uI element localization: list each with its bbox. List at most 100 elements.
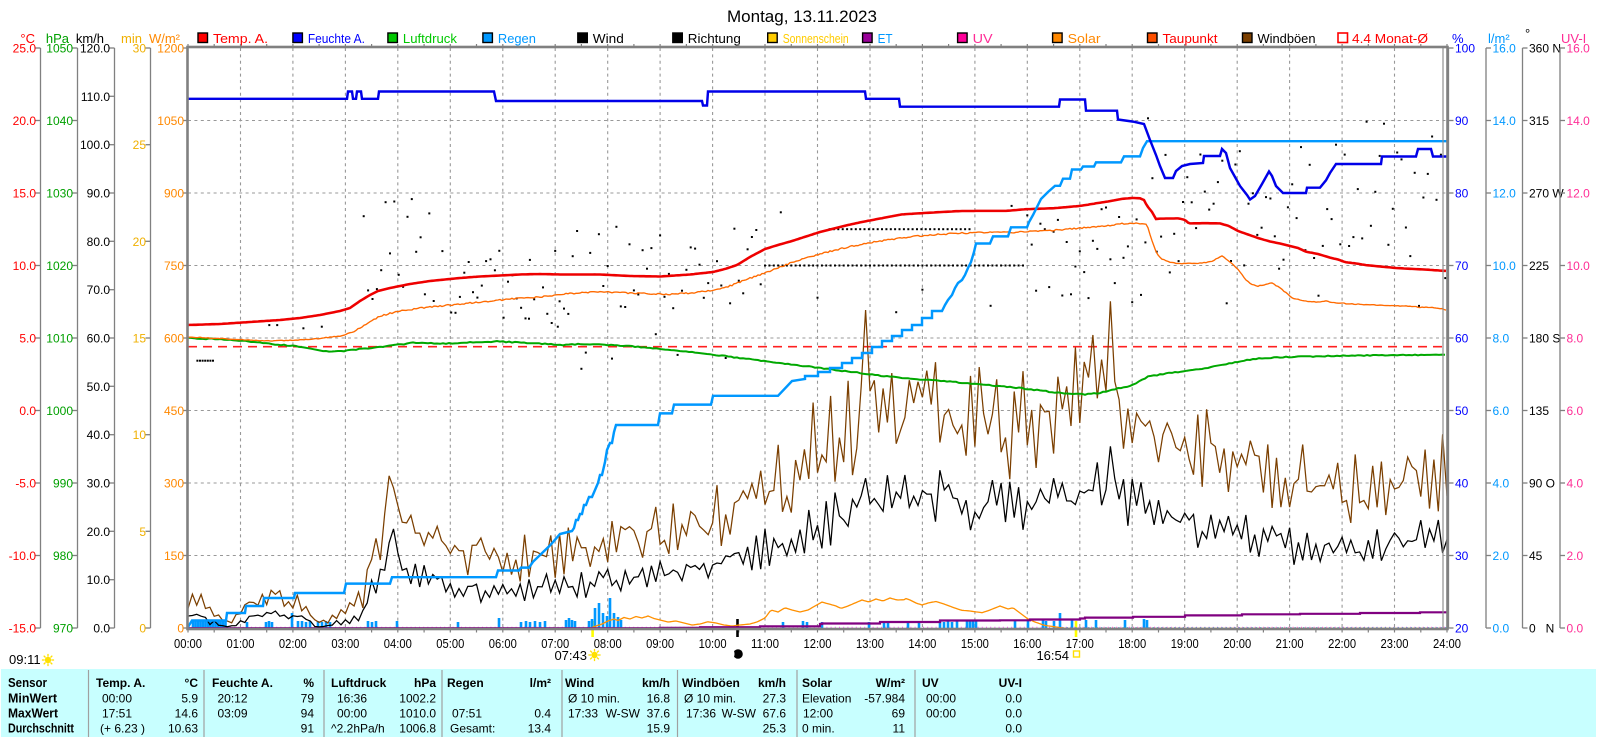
svg-text:70: 70 xyxy=(1455,259,1469,273)
svg-text:0 min.: 0 min. xyxy=(802,722,835,736)
svg-text:16.8: 16.8 xyxy=(647,692,671,706)
svg-text:0.0: 0.0 xyxy=(1493,622,1510,636)
svg-text:450: 450 xyxy=(164,404,184,418)
svg-text:Montag, 13.11.2023: Montag, 13.11.2023 xyxy=(727,7,877,26)
svg-text:Taupunkt: Taupunkt xyxy=(1163,32,1219,46)
svg-text:06:00: 06:00 xyxy=(489,636,517,651)
svg-text:1040: 1040 xyxy=(46,114,73,128)
svg-text:07:00: 07:00 xyxy=(541,636,569,651)
svg-text:Wind: Wind xyxy=(593,32,624,46)
svg-text:16:54: 16:54 xyxy=(1036,648,1069,663)
svg-text:W-SW: W-SW xyxy=(722,707,757,721)
svg-text:W/m²: W/m² xyxy=(876,676,905,690)
svg-text:Sonnenschein: Sonnenschein xyxy=(783,32,849,46)
svg-text:5.0: 5.0 xyxy=(19,332,36,346)
svg-text:8.0: 8.0 xyxy=(1567,332,1584,346)
svg-text:80: 80 xyxy=(1455,187,1469,201)
svg-text:40.0: 40.0 xyxy=(87,428,111,442)
svg-text:0.0: 0.0 xyxy=(93,622,110,636)
svg-text:67.6: 67.6 xyxy=(763,707,787,721)
svg-text:00:00: 00:00 xyxy=(926,707,956,721)
svg-text:4.0: 4.0 xyxy=(1567,477,1584,491)
svg-text:18:00: 18:00 xyxy=(1118,636,1146,651)
svg-text:150: 150 xyxy=(164,549,184,563)
svg-text:25: 25 xyxy=(133,138,147,152)
svg-text:1050: 1050 xyxy=(46,42,73,56)
svg-text:1200: 1200 xyxy=(157,42,184,56)
svg-text:0: 0 xyxy=(139,622,146,636)
svg-text:1000: 1000 xyxy=(46,404,73,418)
svg-text:0.0: 0.0 xyxy=(1005,722,1022,736)
svg-text:°C: °C xyxy=(20,31,35,46)
svg-text:15: 15 xyxy=(133,332,147,346)
svg-text:10.63: 10.63 xyxy=(168,722,198,736)
svg-text:120.0: 120.0 xyxy=(80,42,110,56)
svg-text:11:00: 11:00 xyxy=(751,636,779,651)
svg-text:14.6: 14.6 xyxy=(175,707,199,721)
svg-text:970: 970 xyxy=(53,622,73,636)
svg-text:360 N: 360 N xyxy=(1529,42,1561,56)
svg-text:km/h: km/h xyxy=(642,676,670,690)
svg-text:225: 225 xyxy=(1529,259,1549,273)
svg-text:00:00: 00:00 xyxy=(102,692,132,706)
svg-text:Windböen: Windböen xyxy=(682,676,740,690)
svg-text:(+ 6.23 ): (+ 6.23 ) xyxy=(100,722,145,736)
svg-text:1002.2: 1002.2 xyxy=(399,692,436,706)
svg-text:10: 10 xyxy=(133,428,147,442)
svg-text:km/h: km/h xyxy=(758,676,786,690)
svg-text:91: 91 xyxy=(301,722,315,736)
svg-text:02:00: 02:00 xyxy=(279,636,307,651)
svg-text:16.0: 16.0 xyxy=(1493,42,1517,56)
svg-text:12:00: 12:00 xyxy=(804,636,832,651)
svg-text:1030: 1030 xyxy=(46,187,73,201)
svg-text:00:00: 00:00 xyxy=(926,692,956,706)
svg-text:10.0: 10.0 xyxy=(1493,259,1517,273)
svg-text:09:11: 09:11 xyxy=(9,652,41,667)
svg-text:100: 100 xyxy=(1455,42,1475,56)
svg-text:69: 69 xyxy=(892,707,906,721)
svg-text:16:36: 16:36 xyxy=(337,692,367,706)
svg-text:Luftdruck: Luftdruck xyxy=(331,676,387,690)
svg-text:Gesamt:: Gesamt: xyxy=(450,722,495,736)
svg-text:10.0: 10.0 xyxy=(1567,259,1591,273)
svg-text:0.0: 0.0 xyxy=(1005,692,1022,706)
svg-text:270 W: 270 W xyxy=(1529,187,1564,201)
svg-text:70.0: 70.0 xyxy=(87,283,111,297)
svg-text:20: 20 xyxy=(1455,622,1469,636)
svg-text:08:00: 08:00 xyxy=(594,636,622,651)
svg-text:50.0: 50.0 xyxy=(87,380,111,394)
svg-text:Ø 10 min.: Ø 10 min. xyxy=(684,692,736,706)
svg-text:°C: °C xyxy=(185,676,199,690)
svg-text:Windböen: Windböen xyxy=(1258,32,1316,46)
svg-text:16:00: 16:00 xyxy=(1013,636,1041,651)
svg-text:25.3: 25.3 xyxy=(763,722,787,736)
svg-text:0: 0 xyxy=(177,622,184,636)
svg-text:Regen: Regen xyxy=(447,676,484,690)
svg-text:20.0: 20.0 xyxy=(87,525,111,539)
svg-text:0.0: 0.0 xyxy=(19,404,36,418)
svg-text:30: 30 xyxy=(1455,549,1469,563)
svg-text:14.0: 14.0 xyxy=(1567,114,1591,128)
svg-text:MinWert: MinWert xyxy=(8,692,58,706)
svg-text:20:12: 20:12 xyxy=(217,692,247,706)
svg-text:1006.8: 1006.8 xyxy=(399,722,436,736)
svg-text:Durchschnitt: Durchschnitt xyxy=(8,722,75,736)
svg-text:50: 50 xyxy=(1455,404,1469,418)
svg-text:Temp. A.: Temp. A. xyxy=(96,676,145,690)
svg-text:%: % xyxy=(1452,31,1464,46)
svg-text:-5.0: -5.0 xyxy=(15,477,36,491)
svg-text:5.9: 5.9 xyxy=(181,692,198,706)
svg-text:0 N: 0 N xyxy=(1529,622,1554,636)
svg-text:180 S: 180 S xyxy=(1529,332,1560,346)
svg-text:hPa: hPa xyxy=(46,31,70,46)
svg-text:37.6: 37.6 xyxy=(647,707,671,721)
svg-text:1050: 1050 xyxy=(157,114,184,128)
svg-text:17:33: 17:33 xyxy=(568,707,598,721)
svg-text:W/m²: W/m² xyxy=(149,31,181,46)
svg-text:100.0: 100.0 xyxy=(80,138,110,152)
svg-text:90.0: 90.0 xyxy=(87,187,111,201)
svg-text:13:00: 13:00 xyxy=(856,636,884,651)
svg-text:1010: 1010 xyxy=(46,332,73,346)
svg-text:900: 900 xyxy=(164,187,184,201)
svg-text:135: 135 xyxy=(1529,404,1549,418)
